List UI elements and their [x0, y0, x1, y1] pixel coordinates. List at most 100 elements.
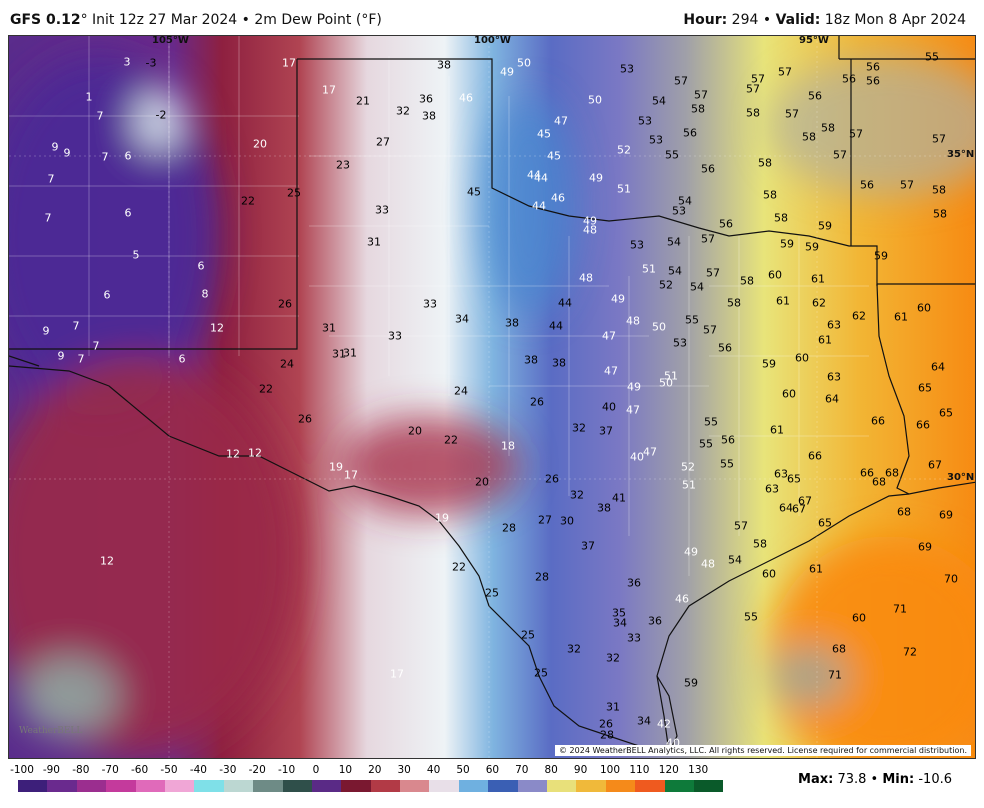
color-scale-swatch: [311, 780, 342, 792]
dewpoint-value-label: 56: [842, 72, 856, 86]
dewpoint-value-label: 68: [872, 475, 886, 489]
dewpoint-value-label: 23: [336, 158, 350, 172]
dewpoint-value-label: 47: [643, 445, 657, 459]
color-scale-swatch: [341, 780, 371, 792]
dewpoint-value-label: 42: [657, 717, 671, 731]
dewpoint-value-label: 57: [932, 132, 946, 146]
dewpoint-value-label: 66: [916, 418, 930, 432]
dewpoint-value-label: 12: [210, 321, 224, 335]
color-scale-swatch: [18, 780, 48, 792]
dewpoint-value-label: 38: [524, 353, 538, 367]
dewpoint-value-label: 65: [939, 406, 953, 420]
dewpoint-value-label: 60: [795, 351, 809, 365]
dewpoint-value-label: 49: [684, 545, 698, 559]
dewpoint-value-label: 24: [454, 384, 468, 398]
max-label: Max:: [798, 772, 834, 787]
dewpoint-value-label: 48: [701, 557, 715, 571]
dewpoint-value-label: 57: [900, 178, 914, 192]
dewpoint-value-label: 25: [534, 666, 548, 680]
dewpoint-value-label: 7: [44, 211, 52, 225]
dewpoint-value-label: 20: [253, 137, 267, 151]
dewpoint-value-label: 56: [866, 74, 880, 88]
dewpoint-value-label: -2: [155, 108, 167, 122]
dewpoint-value-label: 36: [648, 614, 662, 628]
dewpoint-value-label: 59: [874, 249, 888, 263]
dewpoint-value-label: 12: [100, 554, 114, 568]
dewpoint-value-label: 69: [939, 508, 953, 522]
color-scale-tick-label: -60: [131, 764, 149, 776]
dewpoint-value-label: 12: [226, 447, 240, 461]
dewpoint-map: 105°W 100°W 95°W 35°N 30°N 3 -3 1 -2 7 9 9 7 6 7 7…: [8, 35, 976, 759]
dewpoint-value-label: 61: [809, 562, 823, 576]
dewpoint-value-label: 57: [849, 127, 863, 141]
dewpoint-value-label: 58: [774, 211, 788, 225]
color-scale-swatch: [253, 780, 283, 792]
dewpoint-value-label: 57: [701, 232, 715, 246]
dewpoint-value-label: 63: [827, 370, 841, 384]
dewpoint-value-label: 55: [699, 437, 713, 451]
dewpoint-value-label: 51: [664, 369, 678, 383]
model-init-and-variable: ° Init 12z 27 Mar 2024 • 2m Dew Point (°…: [80, 12, 382, 28]
color-scale-tick-label: -10: [278, 764, 296, 776]
dewpoint-value-label: 58: [758, 156, 772, 170]
dewpoint-value-label: 50: [652, 320, 666, 334]
dewpoint-value-label: 57: [703, 323, 717, 337]
dewpoint-value-label: 26: [545, 472, 559, 486]
dewpoint-value-label: 52: [659, 278, 673, 292]
dewpoint-value-label: 53: [673, 336, 687, 350]
max-value: 73.8 •: [833, 772, 883, 787]
dewpoint-value-label: 9: [63, 146, 71, 160]
color-scale-tick-label: 70: [515, 764, 529, 776]
dewpoint-value-label: 60: [762, 567, 776, 581]
dewpoint-value-label: 48: [579, 271, 593, 285]
min-label: Min:: [882, 772, 915, 787]
dewpoint-value-label: 44: [558, 296, 572, 310]
dewpoint-value-label: 47: [554, 114, 568, 128]
color-scale-tick-label: -40: [189, 764, 207, 776]
dewpoint-value-label: 58: [753, 537, 767, 551]
dewpoint-value-label: 71: [828, 668, 842, 682]
color-scale-swatch: [282, 780, 312, 792]
dewpoint-value-label: 49: [627, 380, 641, 394]
model-title: GFS 0.12° Init 12z 27 Mar 2024 • 2m Dew …: [10, 12, 382, 28]
dewpoint-value-label: 40: [630, 450, 644, 464]
dewpoint-value-label: 47: [602, 329, 616, 343]
dewpoint-value-label: 28: [502, 521, 516, 535]
dewpoint-value-label: 26: [530, 395, 544, 409]
lat-35-label: 35°N: [947, 149, 975, 160]
dewpoint-value-label: 33: [423, 297, 437, 311]
dewpoint-value-label: 59: [762, 357, 776, 371]
dewpoint-value-label: 68: [885, 466, 899, 480]
dewpoint-value-label: 53: [630, 238, 644, 252]
dewpoint-value-label: -3: [145, 56, 157, 70]
color-scale-swatch: [164, 780, 195, 792]
dewpoint-value-label: 37: [599, 424, 613, 438]
dewpoint-value-label: 48: [583, 223, 597, 237]
dewpoint-value-label: 58: [763, 188, 777, 202]
dewpoint-value-label: 22: [452, 560, 466, 574]
dewpoint-value-label: 56: [701, 162, 715, 176]
color-scale-tick-label: 80: [544, 764, 558, 776]
dewpoint-value-label: 67: [928, 458, 942, 472]
color-scale-tick-label: -70: [101, 764, 119, 776]
color-scale-tick-label: 0: [312, 764, 320, 776]
color-scale-tick-label: 110: [629, 764, 650, 776]
dewpoint-value-label: 59: [818, 219, 832, 233]
dewpoint-value-label: 7: [96, 109, 104, 123]
color-scale-tick-label: 30: [397, 764, 411, 776]
dewpoint-value-label: 25: [521, 628, 535, 642]
dewpoint-value-label: 58: [746, 106, 760, 120]
dewpoint-value-label: 63: [774, 467, 788, 481]
dewpoint-value-label: 33: [388, 329, 402, 343]
dewpoint-value-label: 17: [390, 667, 404, 681]
color-scale-swatch: [135, 780, 165, 792]
dewpoint-value-label: 69: [918, 540, 932, 554]
color-scale-swatch: [458, 780, 489, 792]
dewpoint-value-label: 62: [812, 296, 826, 310]
dewpoint-value-label: 61: [818, 333, 832, 347]
color-scale-tick-label: 50: [456, 764, 470, 776]
color-scale-ticks: -100 -90 -80 -70 -60 -50 -40 -30 -20 -10 0 10 20 30 40…: [0, 764, 760, 778]
color-scale-swatch: [693, 780, 724, 792]
color-scale-tick-label: 100: [599, 764, 621, 776]
dewpoint-value-label: 19: [329, 460, 343, 474]
